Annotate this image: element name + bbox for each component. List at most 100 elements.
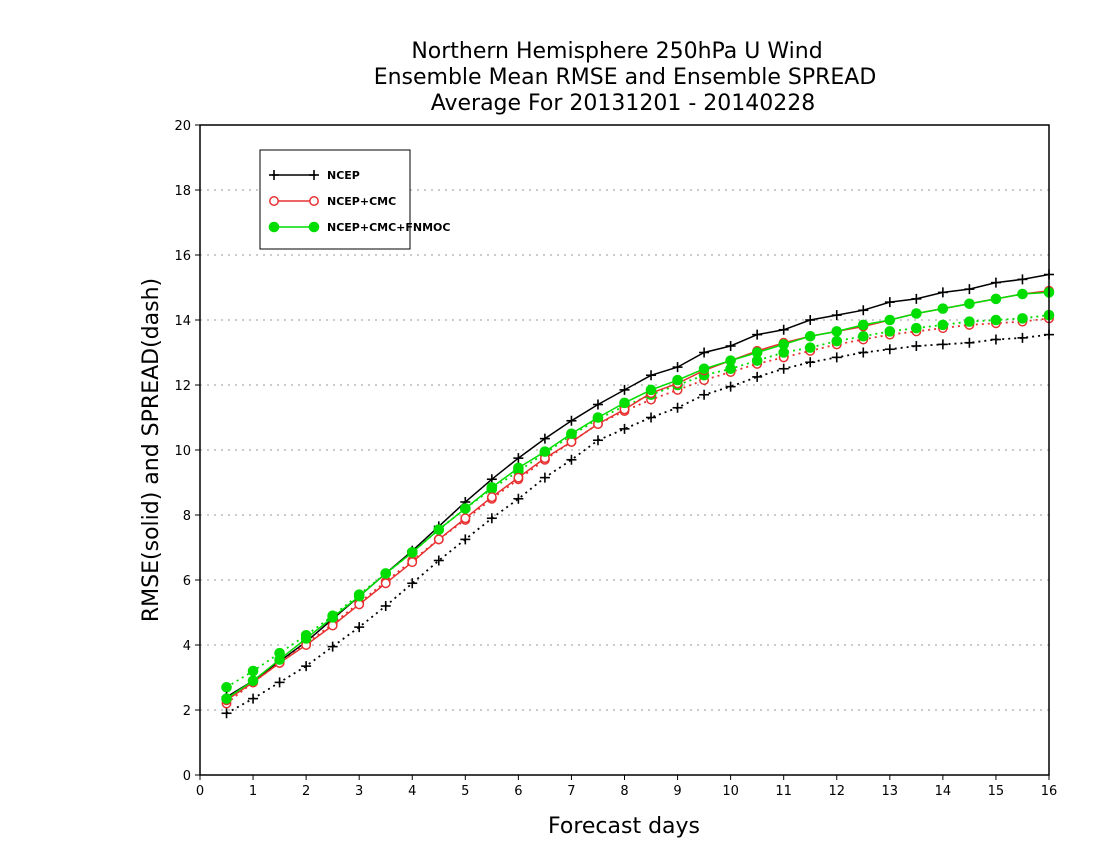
y-axis-label: RMSE(solid) and SPREAD(dash) — [139, 278, 164, 622]
data-point-ncep-cmc-rmse — [380, 578, 391, 589]
y-tick-label: 2 — [183, 704, 191, 719]
data-point-ncep-cmc-fnmoc-rmse — [406, 547, 418, 558]
data-point-ncep-spread — [725, 381, 736, 392]
x-tick-label: 8 — [620, 784, 628, 799]
y-tick-label: 16 — [174, 249, 191, 264]
data-point-ncep-cmc-fnmoc-spread — [1017, 313, 1028, 324]
data-point-ncep-cmc-rmse — [460, 513, 471, 524]
data-point-ncep-cmc-fnmoc-spread — [964, 316, 975, 327]
data-point-ncep-spread — [354, 622, 365, 633]
data-point-ncep-rmse — [937, 287, 948, 298]
data-point-ncep-cmc-fnmoc-rmse — [645, 384, 657, 396]
data-point-ncep-cmc-fnmoc-rmse — [274, 654, 285, 665]
data-point-ncep-spread — [221, 708, 232, 719]
data-point-ncep-cmc-fnmoc-rmse — [937, 303, 949, 314]
data-point-ncep-cmc-fnmoc-spread — [990, 314, 1002, 326]
x-tick-label: 10 — [722, 784, 739, 799]
data-point-ncep-rmse — [646, 370, 657, 381]
legend-marker-ncep-cmc-fnmoc — [268, 221, 280, 233]
data-point-ncep-cmc-fnmoc-rmse — [300, 633, 312, 644]
data-point-ncep-cmc-fnmoc-spread — [247, 665, 259, 677]
data-point-ncep-spread — [699, 389, 710, 400]
data-point-ncep-spread — [248, 693, 259, 704]
chart-title-line-1: Northern Hemisphere 250hPa U Wind — [411, 39, 822, 64]
data-point-ncep-spread — [619, 423, 630, 434]
data-point-ncep-cmc-fnmoc-rmse — [221, 693, 232, 704]
data-point-ncep-cmc-fnmoc-spread — [911, 322, 922, 334]
data-point-ncep-rmse — [831, 310, 842, 321]
x-tick-label: 16 — [1041, 784, 1058, 799]
x-tick-label: 0 — [196, 784, 204, 799]
data-point-ncep-cmc-fnmoc-rmse — [831, 326, 843, 337]
data-point-ncep-cmc-fnmoc-rmse — [247, 675, 259, 687]
data-point-ncep-cmc-fnmoc-rmse — [592, 412, 604, 423]
legend-markers — [268, 170, 320, 233]
data-point-ncep-cmc-fnmoc-rmse — [964, 298, 975, 310]
y-tick-label: 8 — [183, 509, 191, 524]
y-tick-label: 20 — [174, 119, 191, 134]
legend-marker-ncep-cmc-fnmoc — [308, 221, 320, 233]
data-point-ncep-spread — [858, 347, 869, 358]
data-point-ncep-spread — [407, 578, 418, 589]
data-point-ncep-cmc-fnmoc-spread — [804, 342, 816, 353]
data-point-ncep-cmc-fnmoc-rmse — [327, 612, 338, 623]
data-point-ncep-rmse — [911, 293, 922, 304]
data-point-ncep-cmc-fnmoc-rmse — [433, 524, 445, 535]
legend-marker-ncep-cmc — [309, 196, 319, 206]
legend-marker-ncep-cmc — [269, 196, 279, 206]
data-point-ncep-cmc-fnmoc-rmse — [486, 482, 498, 493]
data-point-ncep-cmc-fnmoc-rmse — [911, 308, 922, 319]
data-point-ncep-rmse — [725, 341, 736, 351]
data-point-ncep-cmc-fnmoc-spread — [884, 326, 896, 337]
data-point-ncep-rmse — [858, 305, 869, 316]
x-tick-label: 13 — [882, 784, 899, 799]
chart-title-line-2: Ensemble Mean RMSE and Ensemble SPREAD — [374, 65, 877, 90]
data-point-ncep-rmse — [752, 329, 763, 340]
data-point-ncep-spread — [274, 677, 285, 688]
plot-series — [221, 269, 1055, 719]
data-point-ncep-spread — [646, 412, 657, 423]
data-point-ncep-cmc-fnmoc-spread — [937, 319, 949, 331]
data-point-ncep-cmc-fnmoc-rmse — [672, 374, 683, 386]
data-point-ncep-cmc-fnmoc-rmse — [751, 347, 763, 358]
legend: NCEP NCEP+CMC NCEP+CMC+FNMOC — [259, 149, 450, 250]
data-point-ncep-cmc-fnmoc-rmse — [884, 314, 896, 326]
data-point-ncep-cmc-fnmoc-rmse — [353, 590, 365, 602]
series-line-ncep-spread — [226, 333, 1050, 715]
data-point-ncep-spread — [592, 435, 603, 446]
data-point-ncep-rmse — [884, 297, 895, 308]
x-tick-label: 11 — [775, 784, 792, 799]
x-tick-label: 5 — [461, 784, 469, 799]
data-point-ncep-rmse — [592, 399, 603, 410]
data-point-ncep-spread — [911, 341, 922, 351]
data-point-ncep-cmc-fnmoc-spread — [221, 681, 232, 693]
data-point-ncep-spread — [460, 534, 471, 545]
y-tick-label: 6 — [183, 574, 191, 589]
data-point-ncep-cmc-fnmoc-rmse — [619, 397, 630, 409]
data-point-ncep-spread — [539, 472, 550, 483]
data-point-ncep-rmse — [539, 433, 550, 444]
data-point-ncep-cmc-rmse — [407, 557, 418, 568]
x-tick-label: 12 — [828, 784, 845, 799]
x-tick-label: 9 — [673, 784, 681, 799]
data-point-ncep-spread — [831, 352, 842, 363]
x-tick-label: 14 — [935, 784, 952, 799]
series-ncep-spread — [221, 329, 1054, 719]
x-axis-label: Forecast days — [548, 814, 700, 839]
data-point-ncep-cmc-rmse — [486, 492, 497, 503]
y-tick-label: 12 — [174, 379, 191, 394]
data-point-ncep-cmc-rmse — [433, 534, 444, 545]
data-point-ncep-rmse — [778, 324, 789, 335]
legend-label-ncep-cmc: NCEP+CMC — [327, 195, 396, 208]
data-point-ncep-spread — [566, 454, 577, 465]
series-ncep-cmc-fnmoc-rmse — [221, 287, 1055, 704]
data-point-ncep-rmse — [805, 315, 816, 325]
data-point-ncep-cmc-fnmoc-spread — [857, 330, 869, 342]
data-point-ncep-spread — [672, 402, 683, 413]
data-point-ncep-spread — [884, 344, 895, 355]
legend-label-ncep: NCEP — [327, 169, 360, 182]
data-point-ncep-cmc-fnmoc-rmse — [725, 355, 736, 366]
x-tick-label: 3 — [355, 784, 363, 799]
legend-box — [259, 149, 411, 250]
